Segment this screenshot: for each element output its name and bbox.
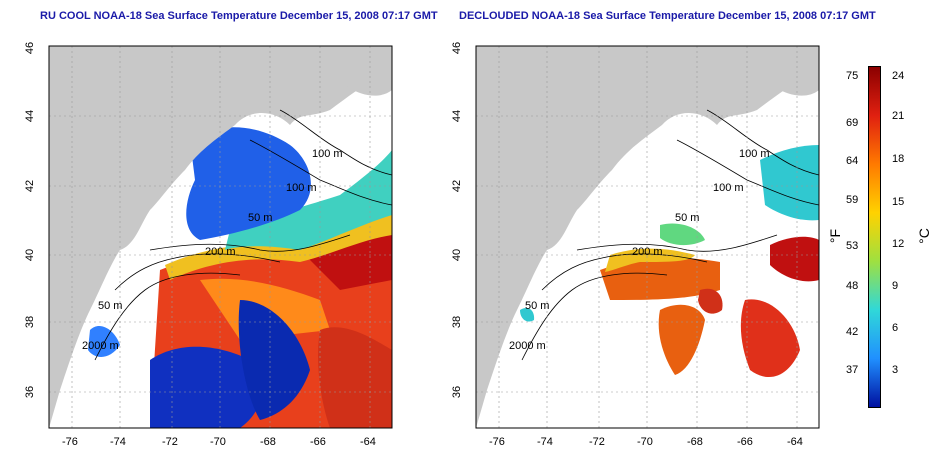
panel-2-y-tick: 46 xyxy=(451,41,464,55)
panel-2-contour-label: 100 m xyxy=(713,182,744,194)
panel-2-x-tick: -76 xyxy=(489,436,505,448)
colorbar-f-tick: 48 xyxy=(846,280,859,292)
panel-2-x-tick: -74 xyxy=(537,436,553,448)
panel-1-x-tick: -68 xyxy=(260,436,276,448)
colorbar-f-tick: 42 xyxy=(846,326,859,338)
panel-1-x-tick: -74 xyxy=(110,436,126,448)
panel-2-y-tick: 42 xyxy=(451,179,464,193)
panel-1-contour-label: 50 m xyxy=(248,212,273,224)
panel-1-x-tick: -64 xyxy=(360,436,376,448)
panel-1-contour-label: 100 m xyxy=(286,182,317,194)
colorbar-fahrenheit-label: °F xyxy=(827,228,844,244)
panel-2-x-tick: -66 xyxy=(737,436,753,448)
panel-2-warm-water xyxy=(600,257,720,300)
panel-1-land xyxy=(49,46,392,428)
panel-1-cool-water xyxy=(186,127,311,240)
colorbar-f-tick: 37 xyxy=(846,364,859,376)
panel-2-contour-label: 50 m xyxy=(525,300,550,312)
panel-2-land xyxy=(476,46,819,428)
panel-1-x-tick: -66 xyxy=(310,436,326,448)
panel-1-grid xyxy=(49,46,392,428)
colorbar-c-tick: 12 xyxy=(892,238,905,250)
panel-2-contour-label: 2000 m xyxy=(509,340,546,352)
panel-1-x-tick: -70 xyxy=(210,436,226,448)
panel-2-contour-label: 100 m xyxy=(739,148,770,160)
panel-1-contour-label: 200 m xyxy=(205,246,236,258)
panel-1-contour-label: 2000 m xyxy=(82,340,119,352)
panel-1-contour-label: 100 m xyxy=(312,148,343,160)
panel-2-x-tick: -64 xyxy=(787,436,803,448)
panel-2-x-tick: -72 xyxy=(589,436,605,448)
colorbar-c-tick: 21 xyxy=(892,110,905,122)
panel-2-title: DECLOUDED NOAA-18 Sea Surface Temperatur… xyxy=(459,10,876,22)
panel-1-title: RU COOL NOAA-18 Sea Surface Temperature … xyxy=(40,10,438,22)
colorbar-celsius-label: °C xyxy=(915,228,932,244)
panel-2-contour-label: 50 m xyxy=(675,212,700,224)
colorbar-f-tick: 59 xyxy=(846,194,859,206)
panel-2-contour-label: 200 m xyxy=(632,246,663,258)
colorbar-c-tick: 24 xyxy=(892,70,905,82)
panel-2-y-tick: 38 xyxy=(451,315,464,329)
colorbar-f-tick: 64 xyxy=(846,155,859,167)
panel-1-x-tick: -72 xyxy=(162,436,178,448)
panel-2-y-tick: 36 xyxy=(451,385,464,399)
colorbar-c-tick: 6 xyxy=(892,322,899,334)
panel-2-x-tick: -70 xyxy=(637,436,653,448)
panel-1-x-tick: -76 xyxy=(62,436,78,448)
colorbar-f-tick: 53 xyxy=(846,240,859,252)
colorbar-c-tick: 9 xyxy=(892,280,899,292)
panel-1-contour-label: 50 m xyxy=(98,300,123,312)
panel-2-x-tick: -68 xyxy=(687,436,703,448)
colorbar xyxy=(868,66,881,408)
colorbar-c-tick: 3 xyxy=(892,364,899,376)
colorbar-f-tick: 69 xyxy=(846,117,859,129)
colorbar-c-tick: 18 xyxy=(892,153,905,165)
colorbar-c-tick: 15 xyxy=(892,196,905,208)
panel-2-y-tick: 40 xyxy=(451,248,464,262)
panel-2-grid xyxy=(476,46,819,428)
colorbar-f-tick: 75 xyxy=(846,70,859,82)
panel-2-y-tick: 44 xyxy=(451,109,464,123)
panel-1-slope-water xyxy=(225,150,392,250)
